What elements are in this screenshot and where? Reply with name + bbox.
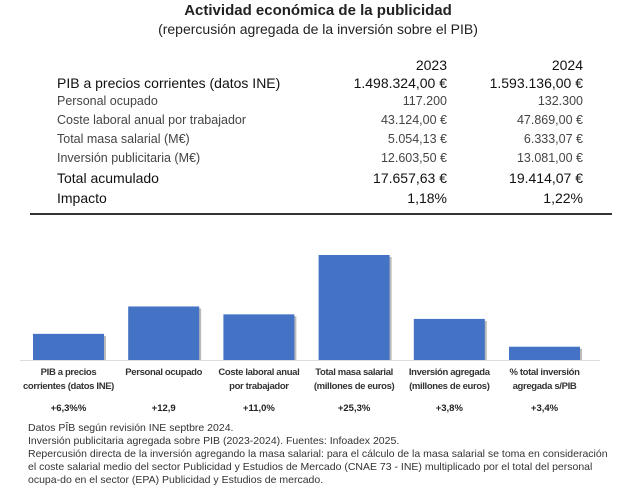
category-label-line: Total masa salarial [315, 367, 393, 378]
category-label-line: agregada s/PIB [512, 381, 577, 392]
value-2024: 1.593.136,00 € [489, 75, 583, 91]
chart-title: Actividad económica de la publicidad [184, 2, 452, 19]
value-2023: 117.200 [402, 94, 447, 108]
footnote: Inversión publicitaria agregada sobre PI… [28, 435, 400, 447]
category-label-line: % total inversión [509, 367, 580, 378]
value-2024: 1,22% [543, 190, 583, 206]
row-label: Coste laboral anual por trabajador [57, 113, 247, 127]
category-label-line: por trabajador [229, 381, 289, 392]
bar-chart [20, 255, 600, 361]
footnote: Repercusión directa de la inversión agre… [28, 448, 608, 486]
value-2024: 47.869,00 € [516, 113, 583, 127]
category-label-line: PIB a precios [40, 367, 97, 378]
table-row: Total masa salarial (M€) 5.054,13 € 6.33… [57, 132, 587, 151]
value-2023: 12.603,50 € [380, 151, 447, 165]
value-label: +12,9 [151, 403, 176, 414]
row-label: Personal ocupado [57, 94, 158, 108]
value-2024: 6.333,07 € [523, 132, 583, 146]
table-row: Personal ocupado 117.200 132.300 [57, 94, 587, 113]
value-label: +25,3% [337, 403, 371, 414]
year-header-2023: 2023 [415, 57, 447, 73]
bar [223, 314, 295, 360]
value-label: +3,4% [530, 403, 559, 414]
category-label-line: (millones de euros) [313, 381, 395, 392]
value-2023: 1,18% [407, 190, 447, 206]
category-label: PIB a precios corrientes (datos INE) [21, 366, 117, 394]
value-2024: 19.414,07 € [509, 170, 583, 186]
bar [318, 255, 390, 360]
category-label: Coste laboral anual por trabajador [211, 366, 307, 394]
bar [33, 333, 104, 360]
category-label-line: Coste laboral anual [218, 367, 300, 378]
footnote: Datos PÎB según revisión INE septbre 202… [28, 422, 234, 434]
bar [509, 346, 580, 360]
category-label: Inversión agregada (millones de euros) [401, 366, 497, 394]
row-label: Impacto [57, 190, 107, 206]
category-label-line: Inversión agregada [408, 367, 490, 378]
value-2023: 5.054,13 € [387, 132, 447, 146]
table-header: 2023 2024 [57, 57, 587, 76]
category-label: % total inversión agregada s/PIB [497, 366, 593, 394]
category-label: Personal ocupado [116, 366, 212, 394]
year-header-2024: 2024 [551, 57, 583, 73]
value-label: +6,3%% [50, 403, 87, 414]
category-label-line [116, 380, 212, 394]
value-2024: 132.300 [537, 94, 583, 108]
table-row: PIB a precios corrientes (datos INE) 1.4… [57, 75, 587, 94]
category-label-line: (millones de euros) [409, 381, 490, 392]
table-row: Impacto 1,18% 1,22% [57, 190, 587, 209]
value-2024: 13.081,00 € [516, 151, 583, 165]
value-2023: 1.498.324,00 € [353, 75, 447, 91]
category-label-line: corrientes (datos INE) [22, 381, 115, 392]
value-2023: 43.124,00 € [380, 113, 447, 127]
footnotes: Datos PÎB según revisión INE septbre 202… [28, 422, 618, 487]
chart-subtitle: (repercusión agregada de la inversión so… [158, 21, 478, 37]
row-label: PIB a precios corrientes (datos INE) [57, 75, 281, 91]
category-label-line: Personal ocupado [125, 367, 203, 378]
bar [413, 318, 485, 360]
value-label: +11,0% [242, 403, 275, 414]
table-row: Inversión publicitaria (M€) 12.603,50 € … [57, 151, 587, 170]
row-label: Total acumulado [57, 170, 159, 186]
bar [128, 306, 200, 360]
table-row: Coste laboral anual por trabajador 43.12… [57, 113, 587, 132]
value-label: +3,8% [435, 403, 463, 414]
row-label: Total masa salarial (M€) [57, 132, 190, 146]
table-divider [30, 213, 612, 215]
table-row: Total acumulado 17.657,63 € 19.414,07 € [57, 170, 587, 189]
value-2023: 17.657,63 € [373, 170, 447, 186]
category-label: Total masa salarial (millones de euros) [306, 366, 402, 394]
row-label: Inversión publicitaria (M€) [57, 151, 201, 165]
